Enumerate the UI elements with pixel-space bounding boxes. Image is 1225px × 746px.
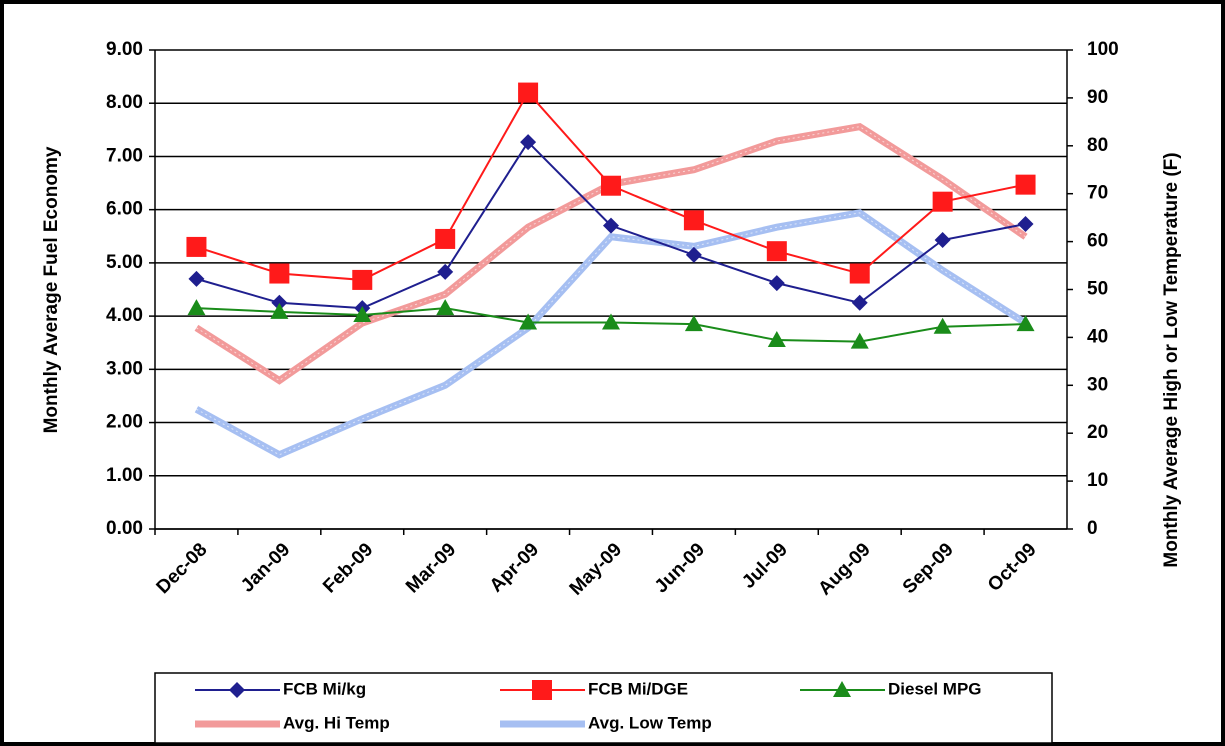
y-tick-label: 4.00 xyxy=(106,305,143,326)
point xyxy=(187,299,206,316)
point xyxy=(269,263,290,284)
point xyxy=(519,313,538,330)
point xyxy=(602,313,620,330)
legend-label: Avg. Low Temp xyxy=(588,713,712,732)
y2-tick-label: 30 xyxy=(1087,374,1108,395)
point xyxy=(683,210,704,231)
y-tick-label: 2.00 xyxy=(106,412,143,433)
y2-tick-label: 80 xyxy=(1087,135,1108,156)
point xyxy=(188,270,205,287)
legend-box xyxy=(154,672,1053,744)
legend-marker xyxy=(229,682,245,698)
point xyxy=(352,269,373,290)
point xyxy=(933,317,952,334)
point xyxy=(1015,174,1036,195)
point xyxy=(851,294,868,311)
point xyxy=(601,175,621,196)
point xyxy=(186,236,207,257)
legend-label: Diesel MPG xyxy=(888,679,982,698)
y2-tick-label: 20 xyxy=(1087,422,1108,443)
point xyxy=(270,302,289,319)
point xyxy=(850,332,869,349)
point xyxy=(684,315,703,332)
point xyxy=(934,232,951,249)
y-tick-label: 6.00 xyxy=(106,199,143,220)
y2-tick-label: 0 xyxy=(1087,518,1098,539)
y-tick-label: 5.00 xyxy=(106,252,143,273)
point xyxy=(766,241,787,262)
point xyxy=(271,294,288,311)
legend-label: FCB Mi/kg xyxy=(283,679,366,698)
point xyxy=(603,217,619,234)
y-tick-label: 3.00 xyxy=(106,358,143,379)
y-tick-label: 7.00 xyxy=(106,145,143,166)
legend-label: Avg. Hi Temp xyxy=(283,713,390,732)
legend-marker xyxy=(833,681,851,697)
y2-tick-label: 90 xyxy=(1087,87,1108,108)
series-line xyxy=(194,209,1028,459)
y2-tick-label: 60 xyxy=(1087,231,1108,252)
y-tick-label: 9.00 xyxy=(106,39,143,60)
y-tick-label: 0.00 xyxy=(106,518,143,539)
y2-tick-label: 70 xyxy=(1087,183,1108,204)
legend-label: FCB Mi/DGE xyxy=(588,679,688,698)
y-tick-label: 8.00 xyxy=(106,92,143,113)
y2-tick-label: 10 xyxy=(1087,470,1108,491)
point xyxy=(685,246,702,263)
point xyxy=(435,228,456,249)
point xyxy=(849,263,870,284)
legend-marker xyxy=(532,680,552,700)
point xyxy=(1017,216,1034,233)
point xyxy=(518,82,539,103)
point xyxy=(520,134,537,151)
point xyxy=(1016,315,1035,332)
point xyxy=(767,331,786,348)
y2-axis-title: Monthly Average High or Low Temperature … xyxy=(1161,152,1182,567)
y2-tick-label: 100 xyxy=(1087,39,1119,60)
point xyxy=(437,263,454,280)
y-tick-label: 1.00 xyxy=(106,465,143,486)
point xyxy=(932,191,953,212)
y2-tick-label: 40 xyxy=(1087,326,1108,347)
y2-tick-label: 50 xyxy=(1087,279,1108,300)
point xyxy=(353,306,372,323)
point xyxy=(768,275,785,292)
y-axis-title: Monthly Average Fuel Economy xyxy=(41,146,62,433)
point xyxy=(436,299,455,316)
